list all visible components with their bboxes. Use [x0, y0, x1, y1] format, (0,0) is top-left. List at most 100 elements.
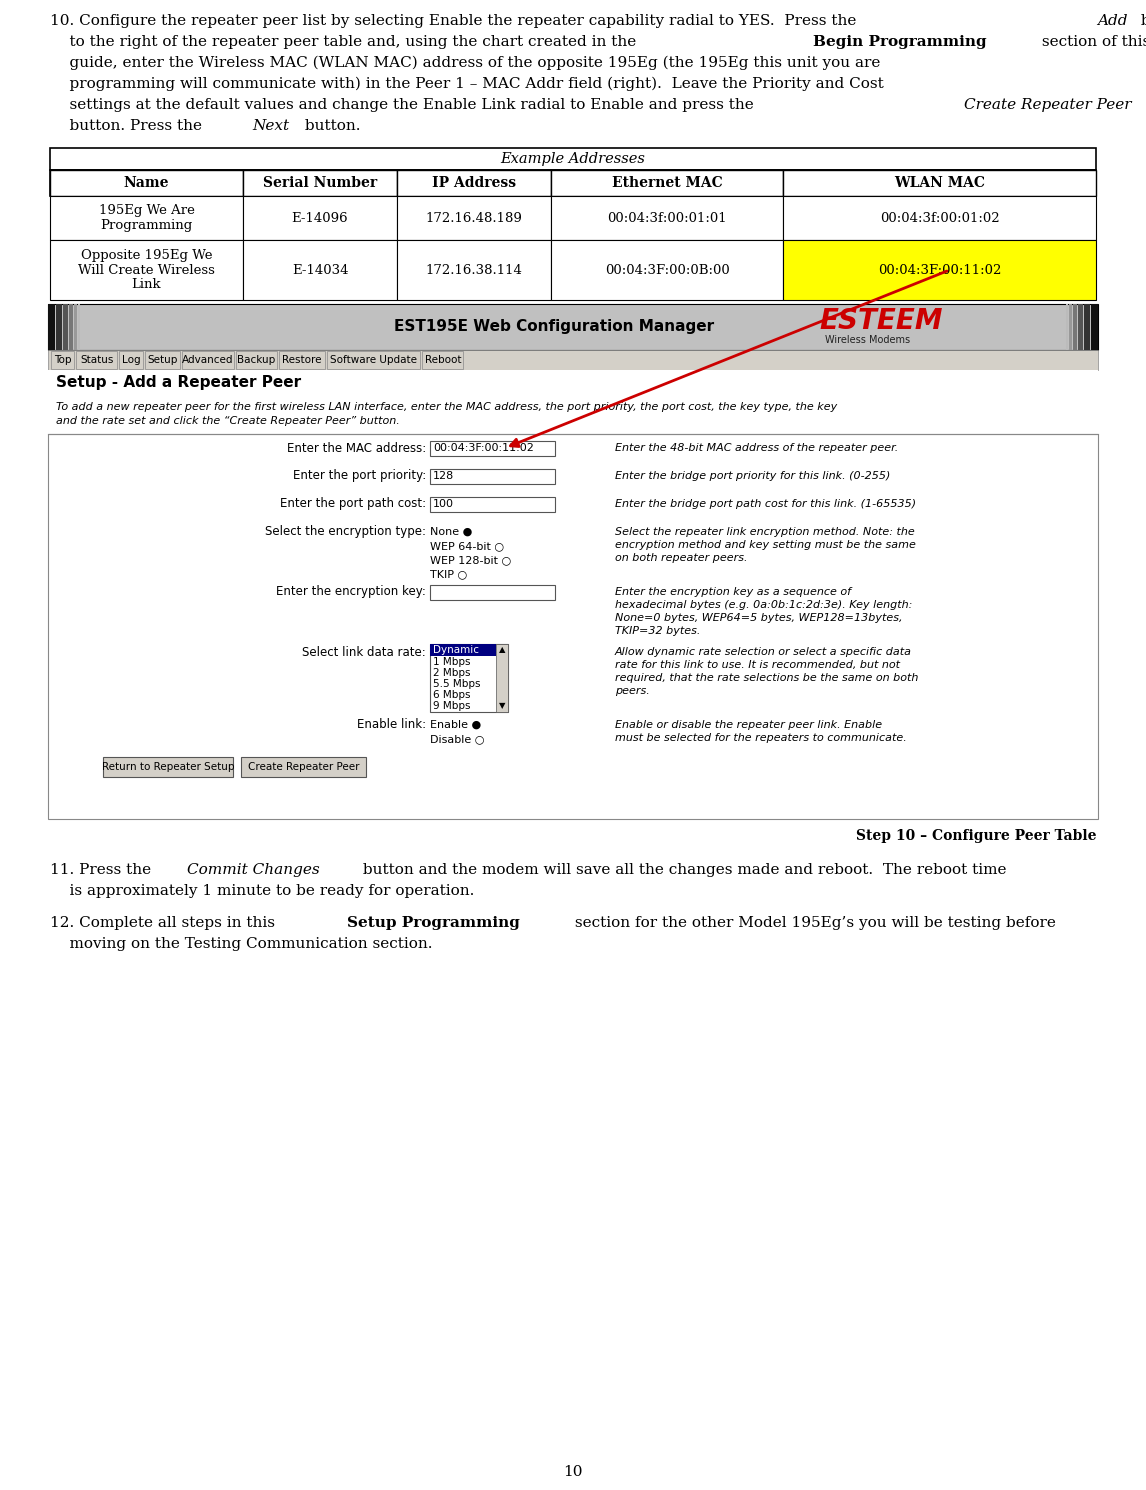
Text: Backup: Backup	[237, 355, 275, 365]
Text: button: button	[1136, 13, 1146, 28]
Bar	[52, 352, 74, 370]
Text: Return to Repeater Setup: Return to Repeater Setup	[102, 761, 234, 772]
Text: Reboot: Reboot	[424, 355, 461, 365]
Bar	[48, 350, 1098, 370]
Bar	[278, 352, 325, 370]
Text: 10. Configure the repeater peer list by selecting Enable the repeater capability: 10. Configure the repeater peer list by …	[50, 13, 862, 28]
Text: Disable ○: Disable ○	[430, 735, 485, 744]
Text: WEP 128-bit ○: WEP 128-bit ○	[430, 554, 511, 565]
Bar	[241, 757, 366, 776]
Text: 195Eg We Are
Programming: 195Eg We Are Programming	[99, 204, 195, 232]
Text: 00:04:3f:00:01:02: 00:04:3f:00:01:02	[880, 212, 999, 225]
Bar	[119, 352, 142, 370]
Text: Advanced: Advanced	[182, 355, 234, 365]
Text: Enter the port path cost:: Enter the port path cost:	[280, 498, 426, 511]
Text: guide, enter the Wireless MAC (WLAN MAC) address of the opposite 195Eg (the 195E: guide, enter the Wireless MAC (WLAN MAC)…	[50, 57, 880, 70]
Text: Status: Status	[80, 355, 113, 365]
Text: Example Addresses: Example Addresses	[501, 152, 645, 165]
Bar	[430, 584, 555, 599]
Bar	[63, 304, 68, 350]
Text: 00:04:3f:00:01:01: 00:04:3f:00:01:01	[607, 212, 727, 225]
Text: Create Repeater Peer: Create Repeater Peer	[964, 98, 1132, 112]
Text: Serial Number: Serial Number	[262, 176, 377, 191]
Text: EST195E Web Configuration Manager: EST195E Web Configuration Manager	[394, 319, 715, 334]
Text: 128: 128	[433, 471, 454, 481]
Text: encryption method and key setting must be the same: encryption method and key setting must b…	[615, 539, 916, 550]
Text: ESTEEM: ESTEEM	[819, 307, 943, 335]
Text: Ethernet MAC: Ethernet MAC	[612, 176, 722, 191]
Text: hexadecimal bytes (e.g. 0a:0b:1c:2d:3e). Key length:: hexadecimal bytes (e.g. 0a:0b:1c:2d:3e).…	[615, 600, 912, 609]
Text: Enter the encryption key as a sequence of: Enter the encryption key as a sequence o…	[615, 587, 851, 597]
Bar	[236, 352, 277, 370]
Bar	[423, 352, 463, 370]
Text: To add a new repeater peer for the first wireless LAN interface, enter the MAC a: To add a new repeater peer for the first…	[56, 402, 838, 413]
Bar	[243, 170, 397, 197]
Text: programming will communicate with) in the Peer 1 – MAC Addr field (right).  Leav: programming will communicate with) in th…	[50, 77, 884, 91]
Text: Software Update: Software Update	[330, 355, 417, 365]
Text: Wireless Modems: Wireless Modems	[825, 335, 910, 344]
Bar	[783, 240, 1096, 299]
Text: Begin Programming: Begin Programming	[813, 34, 987, 49]
Text: 12. Complete all steps in this: 12. Complete all steps in this	[50, 916, 280, 930]
Bar	[50, 240, 243, 299]
Bar	[551, 197, 783, 240]
Bar	[496, 644, 508, 712]
Bar	[430, 441, 555, 456]
Text: section of this: section of this	[1037, 34, 1146, 49]
Text: 9 Mbps: 9 Mbps	[433, 700, 471, 711]
Text: Enter the MAC address:: Enter the MAC address:	[286, 441, 426, 454]
Bar	[430, 468, 555, 483]
Text: 00:04:3F:00:11:02: 00:04:3F:00:11:02	[433, 443, 534, 453]
Bar	[56, 304, 62, 350]
Bar	[551, 170, 783, 197]
Bar	[69, 304, 73, 350]
Text: Allow dynamic rate selection or select a specific data: Allow dynamic rate selection or select a…	[615, 647, 912, 657]
Text: Enable link:: Enable link:	[356, 718, 426, 732]
Text: TKIP ○: TKIP ○	[430, 569, 468, 580]
Text: ▼: ▼	[499, 702, 505, 711]
Bar	[397, 240, 551, 299]
Bar	[48, 304, 55, 350]
Bar	[328, 352, 421, 370]
Text: 00:04:3F:00:11:02: 00:04:3F:00:11:02	[878, 264, 1002, 277]
Text: Step 10 – Configure Peer Table: Step 10 – Configure Peer Table	[856, 828, 1096, 843]
Bar	[430, 496, 555, 511]
Bar	[243, 240, 397, 299]
Bar	[77, 352, 117, 370]
Text: 5.5 Mbps: 5.5 Mbps	[433, 679, 480, 688]
Text: WLAN MAC: WLAN MAC	[894, 176, 986, 191]
Text: is approximately 1 minute to be ready for operation.: is approximately 1 minute to be ready fo…	[50, 884, 474, 898]
Text: 172.16.48.189: 172.16.48.189	[425, 212, 523, 225]
Text: Enter the port priority:: Enter the port priority:	[292, 469, 426, 483]
Text: 1 Mbps: 1 Mbps	[433, 657, 471, 668]
Text: Restore: Restore	[282, 355, 322, 365]
Bar	[397, 170, 551, 197]
Text: 2 Mbps: 2 Mbps	[433, 668, 471, 678]
Text: Top: Top	[54, 355, 71, 365]
Text: IP Address: IP Address	[432, 176, 516, 191]
Bar	[1078, 304, 1083, 350]
Bar	[1069, 304, 1072, 350]
Text: to the right of the repeater peer table and, using the chart created in the: to the right of the repeater peer table …	[50, 34, 641, 49]
Text: Setup Programming: Setup Programming	[346, 916, 519, 930]
Bar	[78, 304, 80, 350]
Bar	[181, 352, 234, 370]
Bar	[48, 396, 1098, 434]
Bar	[48, 304, 1098, 350]
Text: Add: Add	[1097, 13, 1128, 28]
Bar	[50, 170, 1096, 197]
Text: required, that the rate selections be the same on both: required, that the rate selections be th…	[615, 673, 918, 682]
Text: Enter the 48-bit MAC address of the repeater peer.: Enter the 48-bit MAC address of the repe…	[615, 443, 898, 453]
Bar	[397, 197, 551, 240]
Text: Enter the encryption key:: Enter the encryption key:	[276, 586, 426, 599]
Text: None ●: None ●	[430, 527, 472, 536]
Bar	[48, 370, 1098, 396]
Bar	[1073, 304, 1077, 350]
Bar	[243, 197, 397, 240]
Text: section for the other Model 195Eg’s you will be testing before: section for the other Model 195Eg’s you …	[570, 916, 1055, 930]
Bar	[551, 240, 783, 299]
Text: Create Repeater Peer: Create Repeater Peer	[248, 761, 359, 772]
Text: 10: 10	[563, 1465, 583, 1480]
Text: moving on the Testing Communication section.: moving on the Testing Communication sect…	[50, 937, 432, 951]
Bar	[1066, 304, 1068, 350]
